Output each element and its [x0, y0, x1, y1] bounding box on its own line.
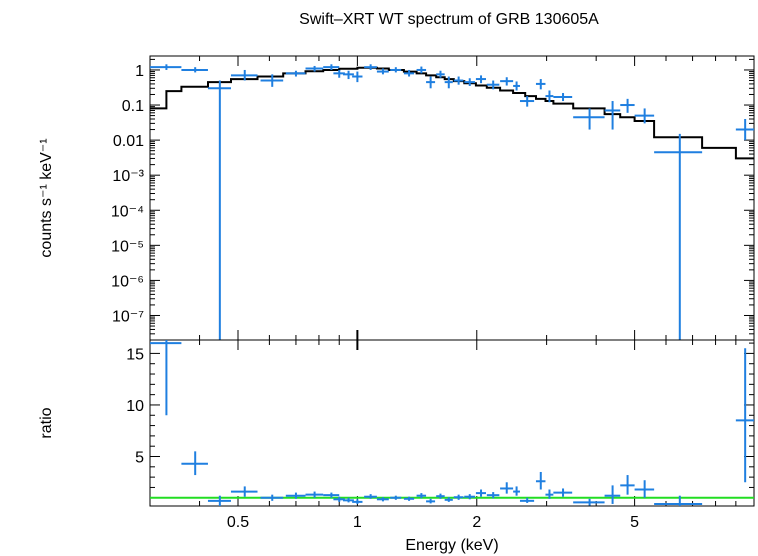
spectrum-data-point	[376, 68, 389, 75]
ratio-panel: 5 10 15 ratio	[38, 339, 755, 507]
ratio-data-point	[535, 471, 546, 490]
spectrum-plot-frame	[149, 55, 755, 341]
spectrum-plot-area: 1 0.1 0.01 10⁻³ 10⁻⁴ 10⁻⁵ 10⁻⁶ 10⁻⁷	[111, 56, 754, 341]
spectrum-data-point	[573, 108, 605, 130]
ratio-data-point	[475, 489, 486, 497]
ratio-y-tick-label: 10	[126, 398, 144, 415]
x-tick-label: 0.5	[227, 514, 249, 531]
ratio-data-point	[376, 497, 389, 502]
ratio-data-point	[553, 488, 573, 497]
ratio-data-point	[260, 494, 284, 501]
spectrum-data-point	[150, 64, 182, 70]
ratio-data-point	[486, 492, 500, 499]
spectrum-data-point	[553, 93, 573, 102]
spectrum-y-tick-label: 0.01	[113, 133, 144, 150]
ratio-y-axis-label: ratio	[38, 407, 55, 438]
ratio-data-point	[500, 482, 514, 494]
spectrum-y-tick-label: 10⁻⁶	[111, 273, 144, 290]
spectrum-data-point	[416, 66, 427, 74]
ratio-data-point	[604, 485, 621, 504]
ratio-y-tick-label: 5	[135, 450, 144, 467]
ratio-data-point	[390, 495, 402, 500]
spectrum-data-point	[436, 70, 445, 78]
ratio-data-point	[620, 475, 635, 495]
spectrum-y-tick-label: 1	[135, 63, 144, 80]
x-tick-label: 5	[630, 514, 639, 531]
ratio-data-point	[305, 491, 324, 498]
ratio-data-point	[426, 498, 436, 504]
spectrum-data-point	[181, 67, 208, 73]
spectrum-data-point	[513, 81, 520, 91]
x-axis-label: Energy (keV)	[405, 537, 498, 554]
spectrum-data-point	[230, 69, 258, 81]
ratio-data-point	[207, 495, 231, 506]
ratio-data-point	[323, 492, 340, 498]
ratio-plot-area: 5 10 15	[126, 340, 754, 506]
ratio-data-point	[464, 494, 476, 500]
spectrum-data-point	[519, 96, 535, 107]
spectrum-data-point	[500, 77, 514, 86]
spectrum-y-tick-label: 10⁻⁵	[111, 238, 144, 255]
ratio-data-point	[513, 486, 520, 496]
ratio-data-point	[545, 489, 554, 499]
spectrum-data-point	[735, 118, 754, 141]
ratio-data-point	[352, 499, 363, 504]
ratio-data-point	[285, 492, 306, 499]
spectrum-data-point	[426, 76, 436, 89]
ratio-y-tick-label: 15	[126, 346, 144, 363]
x-tick-label: 1	[353, 514, 362, 531]
spectrum-data-point	[535, 79, 546, 90]
spectrum-data-point	[343, 70, 354, 80]
spectrum-data-point	[604, 101, 621, 130]
ratio-data-point	[654, 495, 703, 506]
spectrum-data-point	[333, 69, 345, 78]
ratio-data-point	[403, 496, 415, 501]
spectrum-y-tick-label: 0.1	[122, 98, 144, 115]
ratio-data-point	[230, 486, 258, 497]
spectrum-data-point	[352, 71, 363, 83]
ratio-data-point	[364, 494, 377, 499]
spectrum-data-point	[545, 90, 554, 103]
ratio-data-point	[333, 496, 345, 502]
spectrum-y-axis-label: counts s⁻¹ keV⁻¹	[38, 138, 55, 257]
spectrum-y-tick-label: 10⁻⁷	[112, 308, 144, 325]
ratio-data-point	[444, 497, 453, 502]
spectrum-data-point	[464, 78, 476, 86]
spectrum-panel: 1 0.1 0.01 10⁻³ 10⁻⁴ 10⁻⁵ 10⁻⁶ 10⁻⁷ counts s⁻¹ …	[38, 55, 755, 341]
spectrum-data-point	[364, 64, 377, 70]
spectrum-data-point	[654, 133, 703, 340]
spectrum-data-point	[260, 74, 284, 87]
ratio-data-point	[416, 493, 427, 499]
ratio-data-point	[453, 494, 464, 500]
ratio-data-point	[181, 451, 208, 476]
spectrum-data-point	[285, 70, 306, 77]
ratio-data-point	[634, 480, 655, 498]
spectrum-data-point	[444, 76, 453, 89]
spectrum-data-point	[453, 76, 464, 85]
chart-title: Swift–XRT WT spectrum of GRB 130605A	[299, 11, 599, 28]
spectrum-data-point	[207, 80, 231, 340]
x-tick-label: 2	[472, 514, 481, 531]
ratio-data-point	[436, 493, 445, 499]
ratio-plot-frame	[149, 339, 755, 507]
spectrum-y-tick-label: 10⁻³	[112, 168, 144, 185]
spectrum-data-point	[620, 98, 635, 113]
ratio-data-point	[150, 340, 182, 416]
spectrum-data-point	[323, 64, 340, 70]
spectrum-data-point	[403, 69, 415, 77]
spectrum-data-point	[634, 108, 655, 124]
ratio-data-point	[519, 497, 535, 503]
spectrum-data-point	[305, 65, 324, 72]
x-axis: 0.5 1 2 5	[227, 330, 639, 531]
ratio-data-point	[573, 498, 605, 506]
spectrum-y-tick-label: 10⁻⁴	[111, 203, 144, 220]
ratio-data-point	[343, 497, 354, 503]
spectrum-data-point	[475, 75, 486, 84]
spectrum-data-point	[486, 80, 500, 90]
ratio-data-point	[735, 348, 754, 483]
spectrum-data-point	[390, 67, 402, 73]
